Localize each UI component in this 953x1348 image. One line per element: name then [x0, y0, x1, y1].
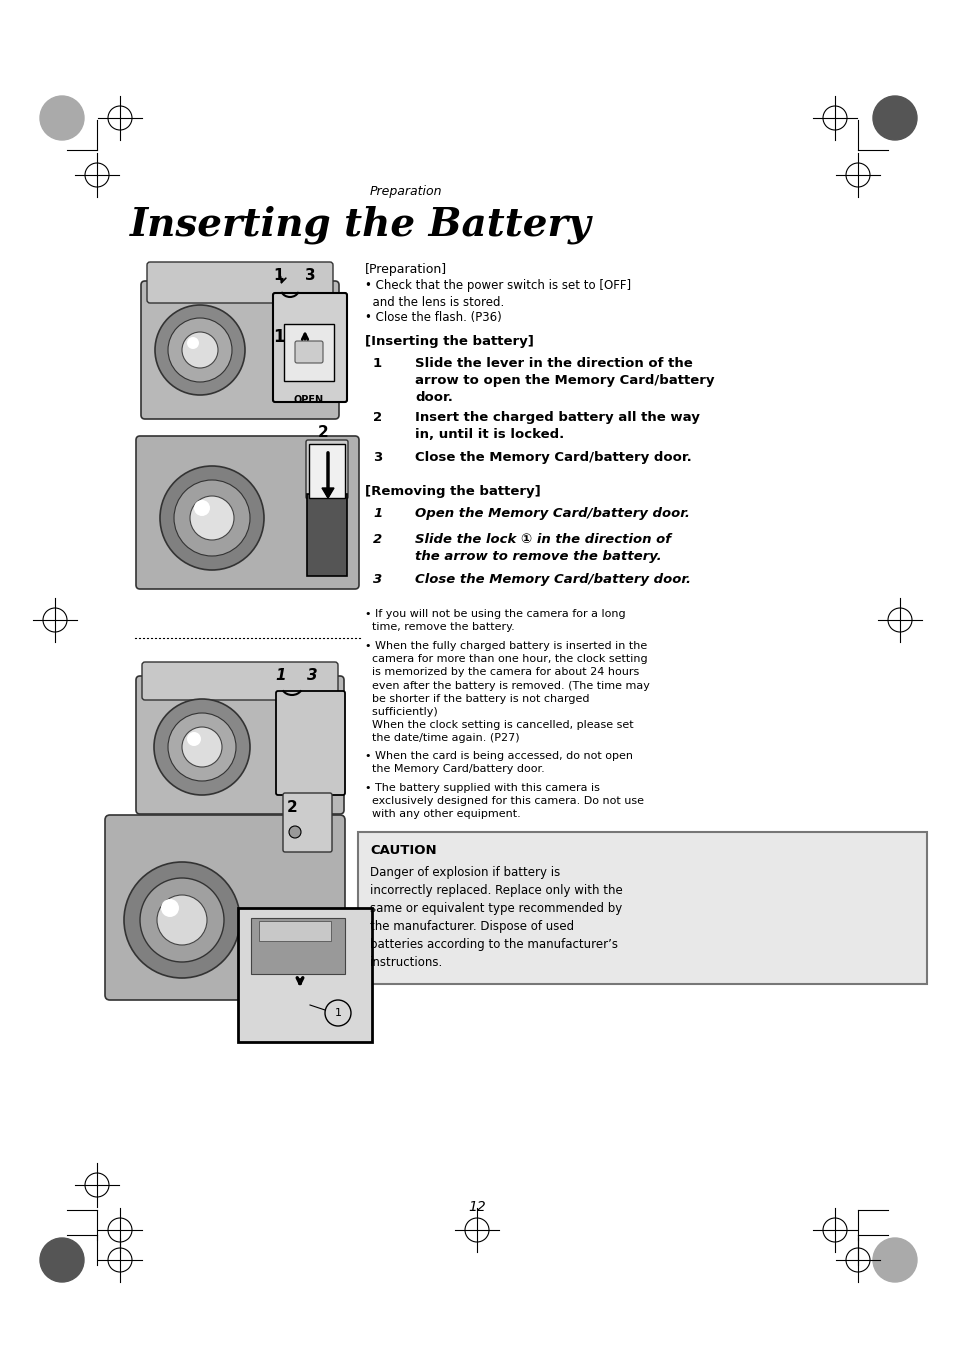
Text: Inserting the Battery: Inserting the Battery: [130, 205, 591, 244]
FancyBboxPatch shape: [105, 816, 345, 1000]
Circle shape: [182, 332, 218, 368]
FancyBboxPatch shape: [283, 793, 332, 852]
Circle shape: [157, 895, 207, 945]
Text: • When the fully charged battery is inserted in the
  camera for more than one h: • When the fully charged battery is inse…: [365, 642, 649, 743]
Text: 3: 3: [373, 573, 382, 586]
Text: 2: 2: [286, 799, 297, 816]
FancyBboxPatch shape: [251, 918, 345, 975]
Text: Slide the lock ① in the direction of
the arrow to remove the battery.: Slide the lock ① in the direction of the…: [415, 532, 670, 563]
Circle shape: [154, 305, 245, 395]
Circle shape: [40, 96, 84, 140]
FancyBboxPatch shape: [273, 293, 347, 402]
Text: 2: 2: [373, 411, 382, 425]
Text: [Inserting the battery]: [Inserting the battery]: [365, 336, 534, 348]
Circle shape: [193, 500, 210, 516]
Text: [Removing the battery]: [Removing the battery]: [365, 485, 540, 497]
FancyBboxPatch shape: [136, 435, 358, 589]
Text: 2: 2: [317, 425, 328, 439]
FancyBboxPatch shape: [284, 324, 334, 381]
Polygon shape: [322, 488, 334, 497]
FancyBboxPatch shape: [307, 493, 347, 576]
Text: 1: 1: [274, 328, 285, 346]
FancyBboxPatch shape: [357, 832, 926, 984]
Circle shape: [153, 700, 250, 795]
Text: Slide the lever in the direction of the
arrow to open the Memory Card/battery
do: Slide the lever in the direction of the …: [415, 357, 714, 404]
Text: • When the card is being accessed, do not open
  the Memory Card/battery door.: • When the card is being accessed, do no…: [365, 751, 633, 774]
FancyBboxPatch shape: [237, 909, 372, 1042]
Circle shape: [168, 713, 235, 780]
Text: Insert the charged battery all the way
in, until it is locked.: Insert the charged battery all the way i…: [415, 411, 700, 441]
Text: 1: 1: [274, 669, 285, 683]
Circle shape: [160, 466, 264, 570]
Circle shape: [124, 861, 240, 979]
FancyBboxPatch shape: [147, 262, 333, 303]
Text: [Preparation]: [Preparation]: [365, 263, 447, 276]
FancyBboxPatch shape: [306, 439, 348, 499]
Text: • Close the flash. (P36): • Close the flash. (P36): [365, 311, 501, 324]
Text: CAUTION: CAUTION: [370, 844, 436, 857]
Text: 3: 3: [373, 452, 382, 464]
Text: Close the Memory Card/battery door.: Close the Memory Card/battery door.: [415, 452, 691, 464]
FancyBboxPatch shape: [309, 443, 345, 497]
Text: 1: 1: [335, 1008, 341, 1018]
Text: 12: 12: [468, 1200, 485, 1215]
Text: 1: 1: [373, 357, 382, 369]
Text: 3: 3: [307, 669, 317, 683]
FancyBboxPatch shape: [294, 341, 323, 363]
FancyBboxPatch shape: [141, 280, 338, 419]
FancyBboxPatch shape: [258, 921, 331, 941]
Text: 3: 3: [305, 268, 315, 283]
Circle shape: [187, 732, 201, 745]
Circle shape: [140, 878, 224, 962]
Circle shape: [872, 96, 916, 140]
Circle shape: [182, 727, 222, 767]
Circle shape: [187, 337, 199, 349]
Text: OPEN: OPEN: [294, 395, 324, 404]
Text: Danger of explosion if battery is
incorrectly replaced. Replace only with the
sa: Danger of explosion if battery is incorr…: [370, 865, 622, 969]
FancyBboxPatch shape: [136, 675, 344, 814]
Circle shape: [173, 480, 250, 555]
Circle shape: [40, 1237, 84, 1282]
Text: 1: 1: [273, 268, 283, 283]
FancyBboxPatch shape: [275, 692, 345, 795]
Circle shape: [161, 899, 179, 917]
Text: • The battery supplied with this camera is
  exclusively designed for this camer: • The battery supplied with this camera …: [365, 783, 643, 820]
Text: • Check that the power switch is set to [OFF]
  and the lens is stored.: • Check that the power switch is set to …: [365, 279, 631, 309]
Text: 1: 1: [373, 507, 382, 520]
Circle shape: [168, 318, 232, 381]
Text: • If you will not be using the camera for a long
  time, remove the battery.: • If you will not be using the camera fo…: [365, 609, 625, 632]
Text: Close the Memory Card/battery door.: Close the Memory Card/battery door.: [415, 573, 690, 586]
Circle shape: [872, 1237, 916, 1282]
Text: 2: 2: [373, 532, 382, 546]
Circle shape: [190, 496, 233, 541]
Text: Preparation: Preparation: [370, 185, 442, 198]
FancyBboxPatch shape: [142, 662, 337, 700]
Text: Open the Memory Card/battery door.: Open the Memory Card/battery door.: [415, 507, 689, 520]
Circle shape: [289, 826, 301, 838]
